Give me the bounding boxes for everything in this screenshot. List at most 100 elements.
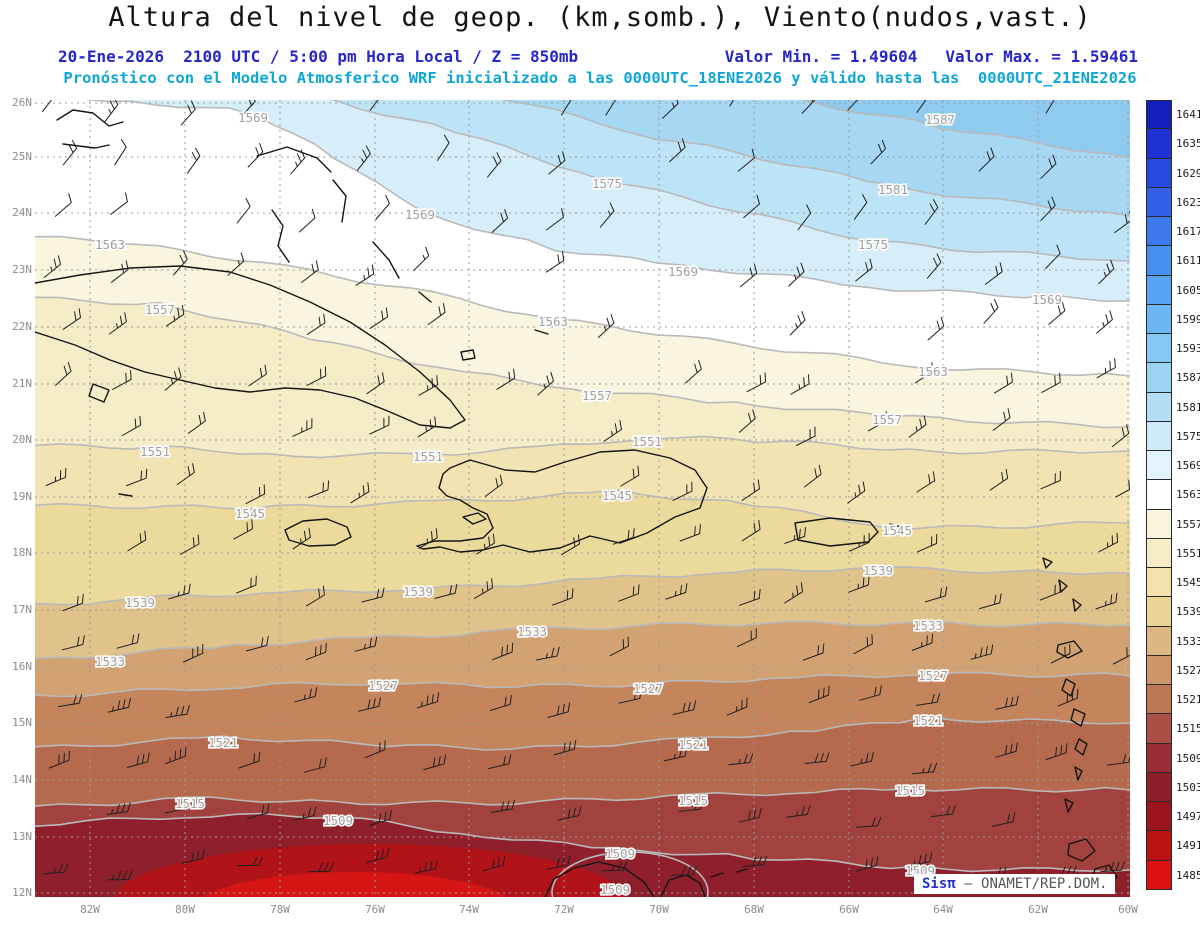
wind-barb	[535, 646, 560, 661]
wind-barb	[729, 100, 734, 107]
wind-barb	[236, 198, 251, 224]
wind-barb	[307, 480, 330, 499]
colorbar-cell-1599	[1146, 304, 1172, 334]
wind-barb	[43, 863, 69, 875]
colorbar-cell-1545	[1146, 568, 1172, 598]
wind-barb	[484, 474, 503, 497]
wind-barb	[557, 806, 582, 821]
wind-barb	[746, 372, 767, 393]
contour-line-1569	[83, 100, 1130, 302]
wind-barb	[121, 415, 142, 436]
colorbar-label-1539: 1539	[1176, 605, 1200, 619]
wind-barb	[104, 100, 119, 122]
wind-barb	[741, 520, 761, 542]
contour-label: 1515	[895, 783, 925, 798]
wind-barb	[110, 260, 129, 283]
wind-barb	[726, 697, 748, 716]
wind-barb	[294, 687, 318, 703]
colorbar-cell-1521	[1146, 685, 1172, 715]
wind-barb	[127, 530, 147, 552]
wind-barb	[855, 258, 873, 282]
wind-barb	[786, 805, 811, 818]
wind-barb	[741, 479, 760, 501]
colorbar-cell-1491	[1146, 831, 1172, 861]
wind-barb	[859, 685, 882, 701]
contour-label: 1545	[602, 488, 632, 503]
contour-label: 1539	[863, 563, 893, 578]
lon-tick-72W: 72W	[554, 903, 574, 916]
colorbar-label-1581: 1581	[1176, 400, 1200, 414]
contour-label: 1509	[605, 846, 635, 861]
wind-barb	[112, 370, 132, 390]
contour-label: 1569	[238, 110, 268, 125]
wind-barb	[605, 100, 617, 116]
colorbar	[1146, 100, 1172, 890]
minmax-values: Valor Min. = 1.49604 Valor Max. = 1.5946…	[725, 47, 1138, 66]
wind-barb	[547, 702, 571, 718]
colorbar-label-1617: 1617	[1176, 225, 1200, 239]
coastline-turks	[534, 329, 549, 335]
wind-barb	[546, 208, 564, 231]
wind-barb	[369, 100, 379, 111]
colorbar-cell-1623	[1146, 187, 1172, 217]
map-layers: 1587 1581 1575 1575 1569 1569 1569 1569 1563 1563…	[35, 100, 1130, 897]
wind-barb	[164, 799, 189, 814]
wind-barb	[298, 208, 316, 233]
colorbar-cell-1581	[1146, 392, 1172, 422]
lat-tick-19N: 19N	[12, 490, 32, 503]
coastline-virgin-islands	[889, 523, 902, 528]
lat-tick-12N: 12N	[12, 886, 32, 899]
contour-label: 1551	[140, 444, 170, 459]
wind-barb	[736, 628, 757, 648]
wind-barb	[61, 635, 85, 651]
wind-barb	[62, 308, 81, 330]
wind-barb	[180, 534, 200, 555]
fill-band	[35, 297, 1130, 458]
wind-barb	[165, 746, 187, 765]
coastline-andros	[271, 209, 290, 263]
contour-line-1545	[35, 489, 1130, 531]
wind-barb	[305, 585, 325, 607]
wind-barb	[292, 418, 313, 437]
fill-band	[505, 100, 1130, 216]
wind-barb	[850, 751, 874, 767]
coastline-curacao	[710, 872, 724, 878]
lat-tick-20N: 20N	[12, 433, 32, 446]
value-max-text: Valor Max. = 1.59461	[945, 47, 1138, 66]
page-title: Altura del nivel de geop. (km,somb.), Vi…	[108, 2, 1092, 33]
contour-label: 1557	[145, 302, 175, 317]
colorbar-cell-1539	[1146, 597, 1172, 627]
coastline-hispaniola	[416, 449, 708, 553]
subtitle-line1: 20-Ene-2026 2100 UTC / 5:00 pm Hora Loca…	[58, 47, 1138, 66]
contour-line-1551	[35, 435, 1130, 459]
wind-barb	[49, 750, 70, 769]
wind-barb	[789, 311, 806, 336]
wind-barb	[927, 317, 945, 341]
wind-barb	[364, 740, 386, 759]
low-height-core	[202, 872, 508, 897]
coastline-guajira-peninsula	[544, 861, 655, 897]
coastline-antigua	[1072, 598, 1082, 612]
colorbar-label-1587: 1587	[1176, 371, 1200, 385]
lon-tick-66W: 66W	[839, 903, 859, 916]
coastline-martinique	[1070, 708, 1086, 727]
wind-barb	[246, 803, 270, 820]
wind-barb	[970, 644, 994, 660]
wind-barb	[292, 527, 311, 550]
lon-tick-70W: 70W	[649, 903, 669, 916]
wind-barb	[308, 862, 335, 872]
wind-barb	[784, 527, 806, 544]
wind-barb	[1041, 372, 1061, 393]
coastline-anguilla	[1042, 557, 1053, 569]
colorbar-label-1599: 1599	[1176, 312, 1200, 326]
wind-barb	[107, 698, 131, 713]
wind-barb	[685, 359, 702, 384]
wind-barb	[238, 751, 261, 769]
colorbar-cell-1635	[1146, 129, 1172, 159]
wind-barb	[414, 859, 438, 874]
wind-barb	[248, 364, 267, 387]
lon-tick-64W: 64W	[933, 903, 953, 916]
wind-barb	[1096, 310, 1113, 334]
lat-tick-14N: 14N	[12, 773, 32, 786]
colorbar-cell-1527	[1146, 655, 1172, 685]
